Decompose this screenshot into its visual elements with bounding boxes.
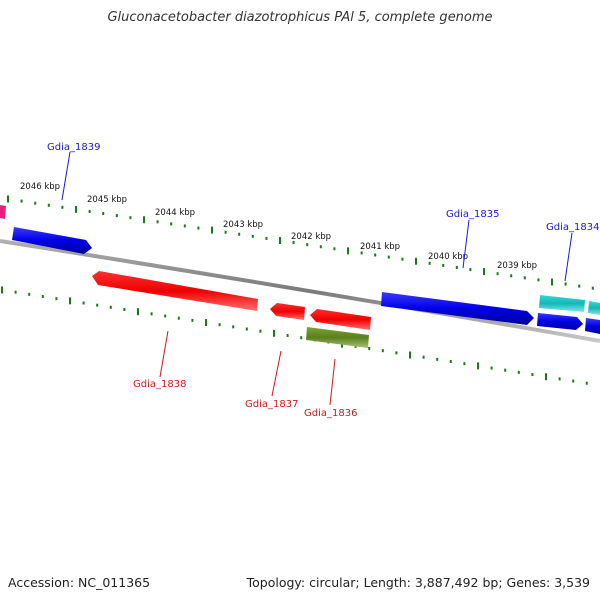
callout-line [329,358,336,406]
scale-label: 2044 kbp [155,208,195,218]
gene-label-gdia-1838[interactable]: Gdia_1838 [133,379,186,390]
topology-summary: Topology: circular; Length: 3,887,492 bp… [246,575,590,590]
gene-features [0,205,600,348]
map-title: Gluconacetobacter diazotrophicus PAl 5, … [107,10,493,25]
gene-arrow-blue-3[interactable] [585,318,600,334]
scale-label: 2042 kbp [291,232,331,242]
gene-callouts [61,151,573,406]
gene-arrow-gdia-1839[interactable] [12,227,92,254]
gene-arrow-olive[interactable] [306,327,369,348]
gene-arrow-gdia-1835[interactable] [381,292,534,325]
gene-labels: Gdia_1839 Gdia_1835 Gdia_1834 Gdia_1838 … [47,142,599,419]
gene-label-gdia-1839[interactable]: Gdia_1839 [47,142,100,153]
accession-text: Accession: NC_011365 [8,575,151,590]
gene-arrow-gdia-1834[interactable] [539,295,585,312]
gene-arrow-gdia-1837[interactable] [270,303,305,320]
gene-arrow-cyan-2[interactable] [588,301,600,315]
scale-labels: 2046 kbp 2045 kbp 2044 kbp 2043 kbp 2042… [20,182,537,271]
scale-label: 2043 kbp [223,220,263,230]
gene-arrow-gdia-1836[interactable] [310,309,371,330]
scale-ticks-inner [1,286,588,385]
scale-label: 2046 kbp [20,182,60,192]
gene-label-gdia-1835[interactable]: Gdia_1835 [446,209,499,220]
callout-line [462,219,470,269]
callout-line [564,232,573,282]
callout-line [271,350,282,397]
callout-line [159,330,169,378]
scale-label: 2045 kbp [87,195,127,205]
scale-label: 2040 kbp [428,252,468,262]
gene-arrow-pink[interactable] [0,205,6,219]
gene-label-gdia-1836[interactable]: Gdia_1836 [304,408,357,419]
scale-ticks-outer [7,195,594,290]
gene-arrow-blue-2[interactable] [537,313,583,330]
callout-line [61,151,71,201]
gene-label-gdia-1834[interactable]: Gdia_1834 [546,222,599,233]
gene-label-gdia-1837[interactable]: Gdia_1837 [245,399,298,410]
gene-arrow-gdia-1838[interactable] [92,271,258,311]
scale-label: 2041 kbp [360,242,400,252]
scale-label: 2039 kbp [497,261,537,271]
genome-backbone [0,239,600,343]
